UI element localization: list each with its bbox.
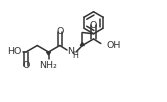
Text: OH: OH — [107, 41, 121, 50]
Text: NH₂: NH₂ — [40, 62, 57, 70]
Text: H: H — [72, 52, 78, 60]
Text: N: N — [67, 48, 74, 57]
Polygon shape — [80, 43, 84, 45]
Text: O: O — [90, 21, 97, 29]
Polygon shape — [47, 52, 50, 55]
Text: O: O — [56, 27, 63, 36]
Text: O: O — [22, 62, 30, 70]
Text: HO: HO — [7, 48, 21, 57]
